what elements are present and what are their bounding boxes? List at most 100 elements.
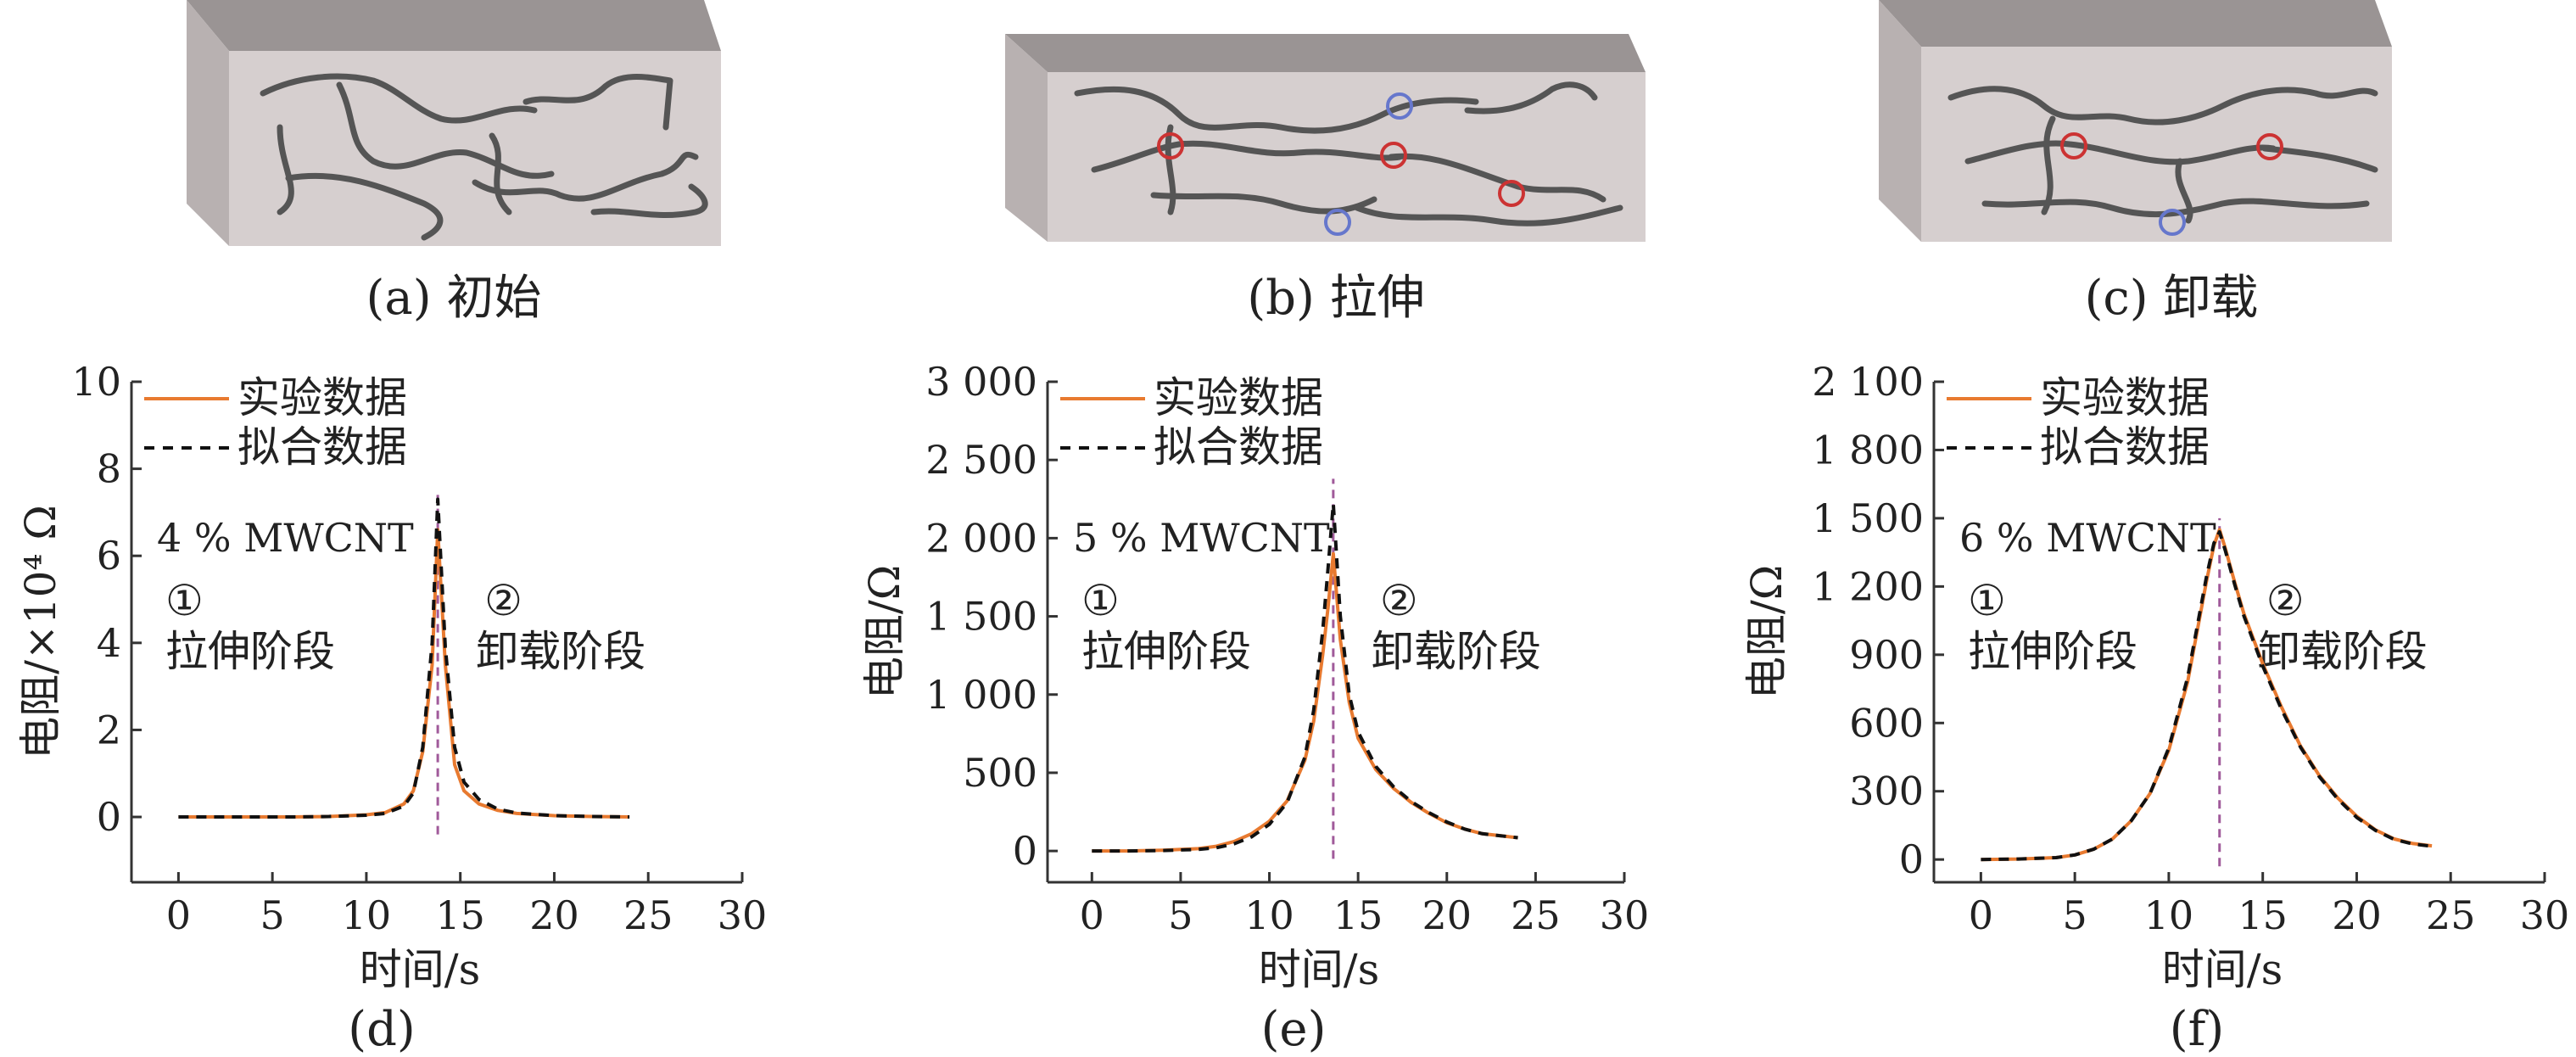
x-tick-label: 10 [342,892,392,938]
series-line-experimental [1092,551,1518,853]
series-line-fit [178,497,630,819]
x-tick-label: 0 [1080,892,1104,938]
y-tick-label: 4 [97,620,121,666]
block-top [187,0,721,51]
y-axis-label: 电阻/×10⁴ Ω [16,505,65,759]
caption-a: (a) 初始 [366,271,542,326]
y-tick-label: 2 [97,707,121,752]
x-tick-label: 10 [1244,892,1294,938]
block-side [1879,0,1921,242]
y-tick-label: 3 000 [925,359,1037,405]
cnt-network [1074,81,1623,226]
stage2-number: ② [484,576,522,625]
x-tick-label: 5 [2063,892,2087,938]
y-tick-label: 2 100 [1812,359,1924,405]
break-circle [1386,92,1413,120]
series-line-experimental [1981,528,2433,862]
series-line-fit [1092,501,1518,853]
chart-e: 0 5 10 15 20 25 30 0 500 1 000 1 500 2 000 2 500 3 00… [860,359,1649,1057]
panel-label: (f) [2170,1002,2224,1057]
caption-c: (c) 卸载 [2085,271,2259,326]
x-tick-label: 30 [2520,892,2570,938]
mwcnt-annotation: 4 % MWCNT [157,515,414,561]
contact-circle [1498,180,1525,207]
x-tick-label: 25 [623,892,673,938]
y-tick-label: 2 500 [925,437,1037,483]
contact-circle [2060,132,2087,159]
schematic-initial: (a) 初始 [187,0,721,326]
cnt-network [1947,86,2378,224]
stage1-number: ① [1968,576,2006,625]
y-tick-label: 1 200 [1812,563,1924,609]
block-top [1005,34,1646,72]
legend-label: 实验数据 [1154,373,1323,422]
y-tick-label: 2 000 [925,515,1037,561]
contact-circle [1157,132,1184,159]
stage1-label: 拉伸阶段 [1968,627,2137,676]
stage1-label: 拉伸阶段 [165,627,335,676]
y-tick-label: 1 500 [1812,495,1924,541]
stage2-label: 卸载阶段 [2258,627,2428,676]
stage1-number: ① [165,576,204,625]
legend-label: 拟合数据 [1154,422,1323,472]
y-tick-label: 0 [1899,836,1924,882]
cnt-network [260,73,708,241]
y-tick-label: 600 [1849,700,1924,746]
schematic-unload: (c) 卸载 [1879,0,2392,326]
x-tick-label: 30 [1600,892,1650,938]
schematic-stretch: (b) 拉伸 [1005,34,1646,326]
x-tick-label: 15 [1333,892,1383,938]
stage2-number: ② [2266,576,2305,625]
stage2-number: ② [1380,576,1418,625]
x-tick-label: 25 [1511,892,1561,938]
y-tick-label: 1 800 [1812,427,1924,473]
x-tick-label: 5 [260,892,285,938]
break-circle [2159,209,2186,236]
y-tick-label: 500 [963,750,1037,796]
break-circle [1324,209,1351,236]
y-tick-label: 8 [97,446,121,492]
y-tick-label: 1 500 [925,594,1037,640]
series-line-fit [1981,530,2433,862]
x-tick-label: 20 [2332,892,2382,938]
y-tick-label: 300 [1849,769,1924,814]
y-tick-label: 0 [97,794,121,840]
block-side [1005,34,1048,242]
stage2-label: 卸载阶段 [1372,627,1541,676]
y-axis-label: 电阻/Ω [1742,565,1791,699]
block-front [1921,47,2392,242]
x-tick-label: 20 [1422,892,1472,938]
block-top [1879,0,2392,47]
y-tick-label: 6 [97,533,121,579]
x-tick-label: 30 [718,892,768,938]
legend-label: 拟合数据 [237,422,407,472]
y-tick-label: 10 [71,359,121,405]
contact-circle [2256,133,2283,160]
mwcnt-annotation: 6 % MWCNT [1959,515,2216,561]
x-tick-label: 15 [2238,892,2288,938]
stage2-label: 卸载阶段 [476,627,645,676]
legend-label: 拟合数据 [2040,422,2210,472]
x-tick-label: 0 [166,892,191,938]
panel-label: (e) [1261,1002,1327,1057]
contact-circle [1380,142,1407,169]
x-tick-label: 20 [529,892,579,938]
x-tick-label: 15 [435,892,485,938]
x-axis-label: 时间/s [360,945,481,994]
legend-label: 实验数据 [2040,373,2210,422]
stage1-label: 拉伸阶段 [1081,627,1251,676]
stage1-number: ① [1081,576,1120,625]
caption-b: (b) 拉伸 [1247,271,1424,326]
x-tick-label: 0 [1969,892,1993,938]
y-tick-label: 1 000 [925,672,1037,718]
panel-label: (d) [348,1002,416,1057]
x-axis-label: 时间/s [2162,945,2283,994]
block-side [187,0,229,246]
x-axis-label: 时间/s [1259,945,1380,994]
x-tick-label: 25 [2426,892,2476,938]
mwcnt-annotation: 5 % MWCNT [1073,515,1330,561]
y-tick-label: 0 [1013,828,1037,874]
legend-label: 实验数据 [237,373,407,422]
y-axis-label: 电阻/Ω [860,565,909,699]
chart-d: 0 5 10 15 20 25 30 0 2 4 6 8 10 时间/s 电阻/×10⁴ Ω (d) 实验数据拟… [16,359,767,1057]
